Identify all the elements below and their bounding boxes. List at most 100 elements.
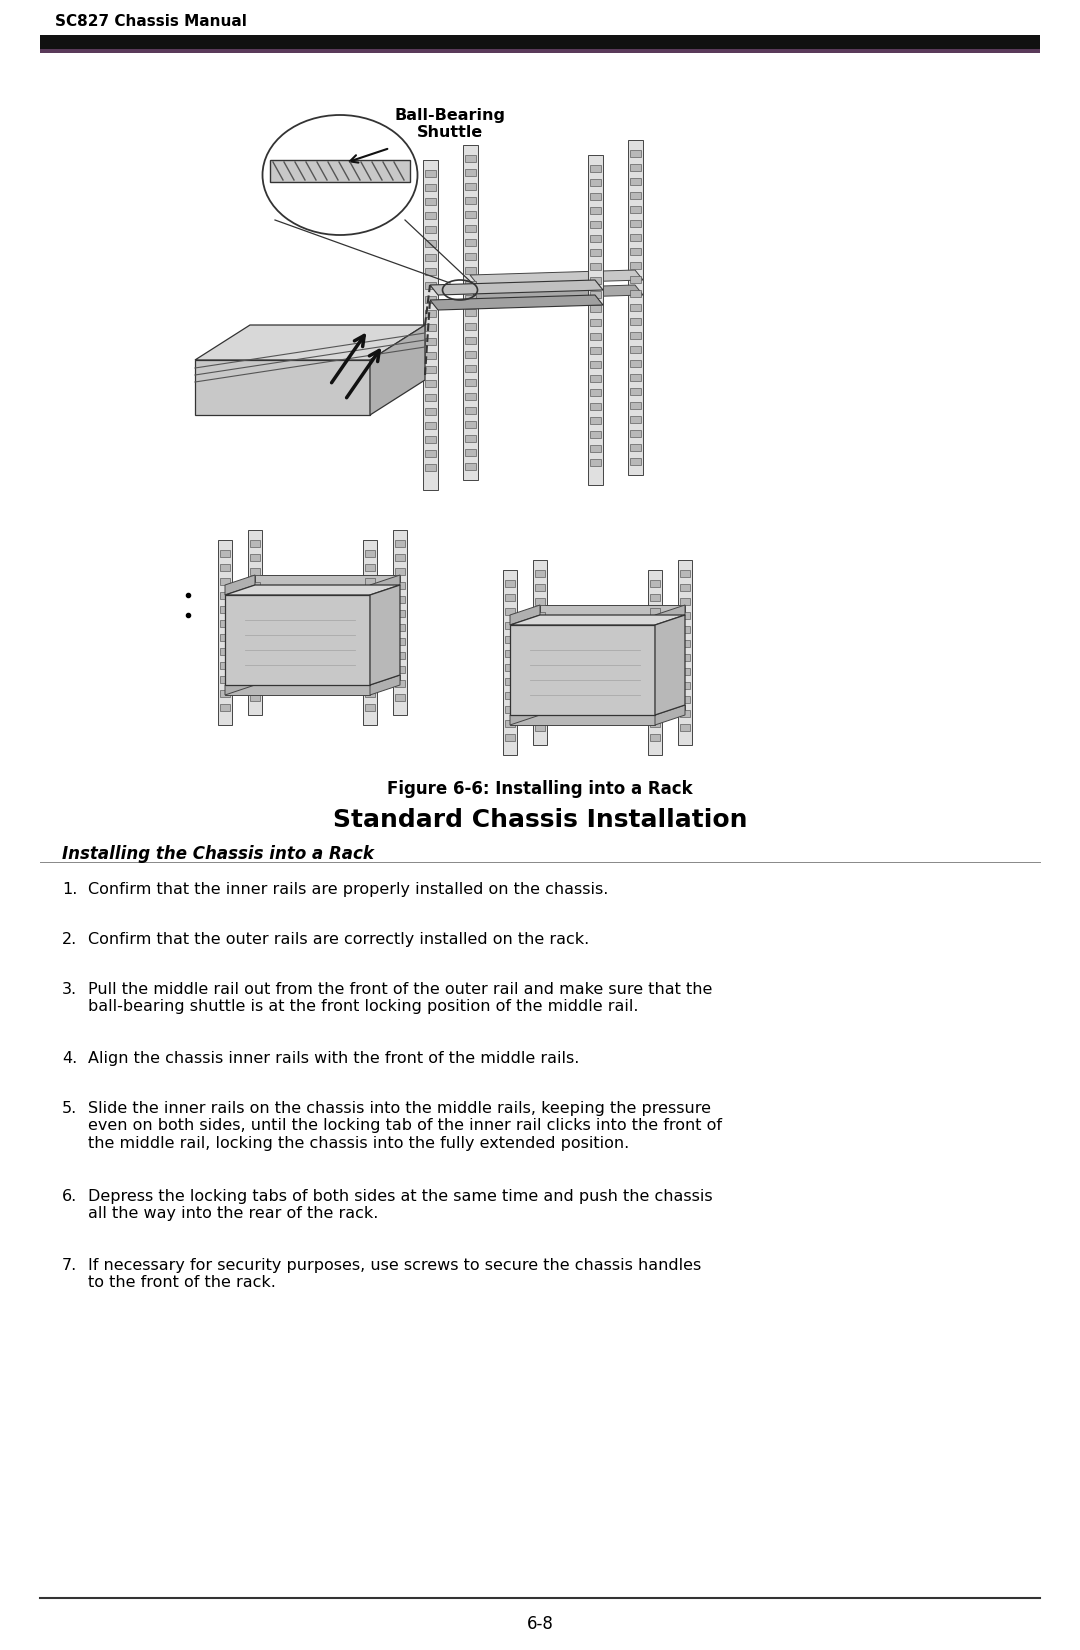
Polygon shape <box>470 271 643 285</box>
Bar <box>630 375 642 381</box>
Bar <box>535 569 545 578</box>
Polygon shape <box>540 705 685 714</box>
Bar <box>588 155 603 485</box>
Bar <box>650 663 660 672</box>
Bar <box>465 295 476 302</box>
Text: If necessary for security purposes, use screws to secure the chassis handles
to : If necessary for security purposes, use … <box>87 1257 701 1290</box>
Bar <box>505 719 515 728</box>
Bar <box>535 625 545 634</box>
Bar <box>365 606 375 614</box>
Bar <box>249 624 260 630</box>
Bar <box>249 639 260 645</box>
Bar <box>590 221 600 228</box>
Bar <box>426 450 436 457</box>
Bar <box>680 640 690 647</box>
Bar <box>220 634 230 640</box>
Polygon shape <box>654 615 685 714</box>
Bar <box>630 388 642 394</box>
Bar <box>465 252 476 261</box>
Bar <box>630 276 642 284</box>
Bar <box>535 681 545 690</box>
Polygon shape <box>540 606 685 615</box>
Bar <box>393 530 407 714</box>
Bar <box>590 178 600 186</box>
Bar <box>465 436 476 442</box>
Bar <box>465 393 476 399</box>
Polygon shape <box>255 574 400 586</box>
Bar <box>426 436 436 442</box>
Bar <box>395 639 405 645</box>
Polygon shape <box>370 325 426 416</box>
Bar <box>40 35 1040 50</box>
Text: Figure 6-6: Installing into a Rack: Figure 6-6: Installing into a Rack <box>388 780 692 799</box>
Bar <box>630 163 642 172</box>
Bar <box>590 361 600 368</box>
Bar <box>680 696 690 703</box>
Text: Standard Chassis Installation: Standard Chassis Installation <box>333 808 747 832</box>
Bar <box>249 582 260 589</box>
Bar <box>395 667 405 673</box>
Bar <box>630 290 642 297</box>
Bar <box>423 160 438 490</box>
Polygon shape <box>195 325 426 360</box>
Bar <box>220 620 230 627</box>
Text: 4.: 4. <box>62 1051 78 1066</box>
Bar <box>220 690 230 696</box>
Polygon shape <box>370 675 400 695</box>
Bar <box>395 540 405 548</box>
Bar <box>365 578 375 586</box>
Bar <box>650 594 660 601</box>
Bar <box>630 444 642 450</box>
Polygon shape <box>510 625 654 714</box>
Bar <box>505 594 515 601</box>
Bar <box>505 706 515 713</box>
Bar <box>680 668 690 675</box>
Bar <box>505 607 515 615</box>
Bar <box>426 394 436 401</box>
Polygon shape <box>255 675 400 685</box>
Bar <box>395 610 405 617</box>
Bar <box>465 196 476 205</box>
Polygon shape <box>470 285 643 300</box>
Bar <box>365 648 375 655</box>
Text: Pull the middle rail out from the front of the outer rail and make sure that the: Pull the middle rail out from the front … <box>87 982 713 1015</box>
Bar <box>630 219 642 228</box>
Bar <box>249 610 260 617</box>
Bar <box>590 459 600 465</box>
Bar <box>220 592 230 599</box>
Bar <box>680 710 690 718</box>
Bar <box>220 606 230 614</box>
Bar <box>590 234 600 243</box>
Polygon shape <box>225 596 370 685</box>
Bar <box>535 710 545 718</box>
Bar <box>505 678 515 685</box>
Bar <box>650 622 660 629</box>
Bar <box>365 634 375 640</box>
Bar <box>680 569 690 578</box>
Bar <box>426 464 436 470</box>
Text: Confirm that the outer rails are correctly installed on the rack.: Confirm that the outer rails are correct… <box>87 932 590 947</box>
Bar <box>678 559 692 746</box>
Bar <box>249 680 260 686</box>
Bar <box>365 549 375 558</box>
Polygon shape <box>510 615 654 625</box>
Bar <box>465 280 476 289</box>
Bar <box>426 310 436 317</box>
Bar <box>590 389 600 396</box>
Bar <box>590 346 600 355</box>
Bar <box>590 375 600 383</box>
Text: Confirm that the inner rails are properly installed on the chassis.: Confirm that the inner rails are properl… <box>87 883 608 898</box>
Bar <box>395 596 405 602</box>
Bar <box>680 625 690 634</box>
Bar <box>650 706 660 713</box>
Text: Depress the locking tabs of both sides at the same time and push the chassis
all: Depress the locking tabs of both sides a… <box>87 1190 713 1221</box>
Bar <box>426 422 436 429</box>
Text: Ball-Bearing
Shuttle: Ball-Bearing Shuttle <box>394 107 505 140</box>
Bar <box>535 724 545 731</box>
Bar <box>505 663 515 672</box>
Bar <box>465 155 476 162</box>
Bar <box>650 581 660 587</box>
Bar <box>365 592 375 599</box>
Bar <box>590 277 600 284</box>
Bar <box>534 559 546 746</box>
